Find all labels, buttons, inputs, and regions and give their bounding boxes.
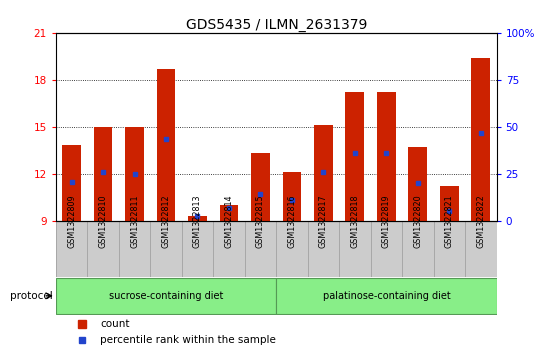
Bar — [345, 92, 364, 221]
Text: GSM1322822: GSM1322822 — [477, 194, 485, 248]
Bar — [56, 278, 276, 314]
Text: GSM1322821: GSM1322821 — [445, 194, 454, 248]
Text: GSM1322810: GSM1322810 — [99, 194, 108, 248]
Text: GSM1322818: GSM1322818 — [350, 194, 359, 248]
Bar — [408, 147, 427, 221]
Bar — [472, 58, 490, 221]
Text: GSM1322817: GSM1322817 — [319, 194, 328, 248]
Text: GSM1322811: GSM1322811 — [130, 194, 139, 248]
Bar — [440, 186, 459, 221]
Text: palatinose-containing diet: palatinose-containing diet — [323, 291, 450, 301]
Title: GDS5435 / ILMN_2631379: GDS5435 / ILMN_2631379 — [185, 18, 367, 32]
Text: GSM1322814: GSM1322814 — [224, 194, 233, 248]
Bar — [94, 127, 113, 221]
Bar — [157, 69, 175, 221]
Text: percentile rank within the sample: percentile rank within the sample — [100, 335, 276, 345]
Bar — [125, 127, 144, 221]
Bar — [188, 216, 207, 221]
Bar — [314, 125, 333, 221]
Bar — [377, 92, 396, 221]
Text: GSM1322819: GSM1322819 — [382, 194, 391, 248]
Bar — [219, 205, 238, 221]
Bar — [276, 278, 497, 314]
Text: sucrose-containing diet: sucrose-containing diet — [109, 291, 223, 301]
Text: count: count — [100, 319, 129, 329]
Text: GSM1322812: GSM1322812 — [161, 194, 171, 248]
Text: GSM1322813: GSM1322813 — [193, 194, 202, 248]
Text: GSM1322809: GSM1322809 — [67, 194, 76, 248]
Bar — [282, 172, 301, 221]
Text: GSM1322820: GSM1322820 — [413, 194, 422, 248]
Text: GSM1322816: GSM1322816 — [287, 194, 296, 248]
Bar — [251, 153, 270, 221]
Text: GSM1322815: GSM1322815 — [256, 194, 265, 248]
Text: protocol: protocol — [10, 291, 53, 301]
Bar — [62, 146, 81, 221]
